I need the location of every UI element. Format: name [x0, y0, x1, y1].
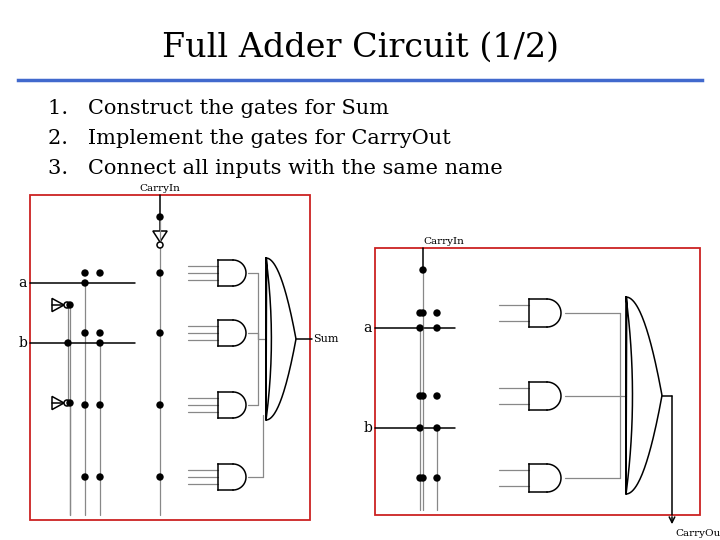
Circle shape [417, 325, 423, 331]
Polygon shape [529, 299, 561, 327]
Circle shape [157, 214, 163, 220]
Polygon shape [218, 320, 246, 346]
Circle shape [65, 340, 71, 346]
Circle shape [157, 242, 163, 248]
Circle shape [420, 267, 426, 273]
Circle shape [97, 330, 103, 336]
Circle shape [434, 310, 440, 316]
Circle shape [82, 270, 88, 276]
Circle shape [97, 402, 103, 408]
Text: CarryIn: CarryIn [140, 184, 181, 193]
Polygon shape [218, 392, 246, 418]
Polygon shape [153, 231, 167, 242]
Circle shape [434, 425, 440, 431]
Polygon shape [529, 382, 561, 410]
Circle shape [97, 474, 103, 480]
Polygon shape [529, 464, 561, 492]
Text: 2.   Implement the gates for CarryOut: 2. Implement the gates for CarryOut [48, 129, 451, 147]
Polygon shape [626, 297, 662, 494]
Circle shape [434, 475, 440, 481]
Bar [375, 248, 700, 515]
Circle shape [82, 330, 88, 336]
Text: Full Adder Circuit (1/2): Full Adder Circuit (1/2) [161, 32, 559, 64]
Circle shape [97, 270, 103, 276]
Text: Sum: Sum [313, 334, 338, 344]
Circle shape [157, 402, 163, 408]
Circle shape [64, 400, 70, 406]
Circle shape [420, 393, 426, 399]
Circle shape [64, 302, 70, 308]
Circle shape [420, 475, 426, 481]
Bar [30, 195, 310, 520]
Text: 1.   Construct the gates for Sum: 1. Construct the gates for Sum [48, 98, 389, 118]
Polygon shape [52, 396, 64, 410]
Polygon shape [218, 464, 246, 490]
Text: b: b [363, 421, 372, 435]
Circle shape [82, 280, 88, 286]
Circle shape [82, 402, 88, 408]
Text: CarryOut: CarryOut [675, 529, 720, 538]
Circle shape [157, 270, 163, 276]
Circle shape [157, 330, 163, 336]
Circle shape [157, 474, 163, 480]
Text: CarryIn: CarryIn [423, 237, 464, 246]
Circle shape [434, 325, 440, 331]
Circle shape [417, 393, 423, 399]
Circle shape [67, 400, 73, 406]
Circle shape [417, 310, 423, 316]
Text: a: a [364, 321, 372, 335]
Circle shape [97, 340, 103, 346]
Polygon shape [218, 260, 246, 286]
Polygon shape [266, 258, 296, 420]
Text: a: a [19, 276, 27, 290]
Circle shape [67, 302, 73, 308]
Text: 3.   Connect all inputs with the same name: 3. Connect all inputs with the same name [48, 159, 503, 178]
Polygon shape [52, 299, 64, 312]
Circle shape [417, 475, 423, 481]
Text: b: b [18, 336, 27, 350]
Circle shape [82, 474, 88, 480]
Circle shape [420, 310, 426, 316]
Circle shape [417, 425, 423, 431]
Circle shape [434, 393, 440, 399]
